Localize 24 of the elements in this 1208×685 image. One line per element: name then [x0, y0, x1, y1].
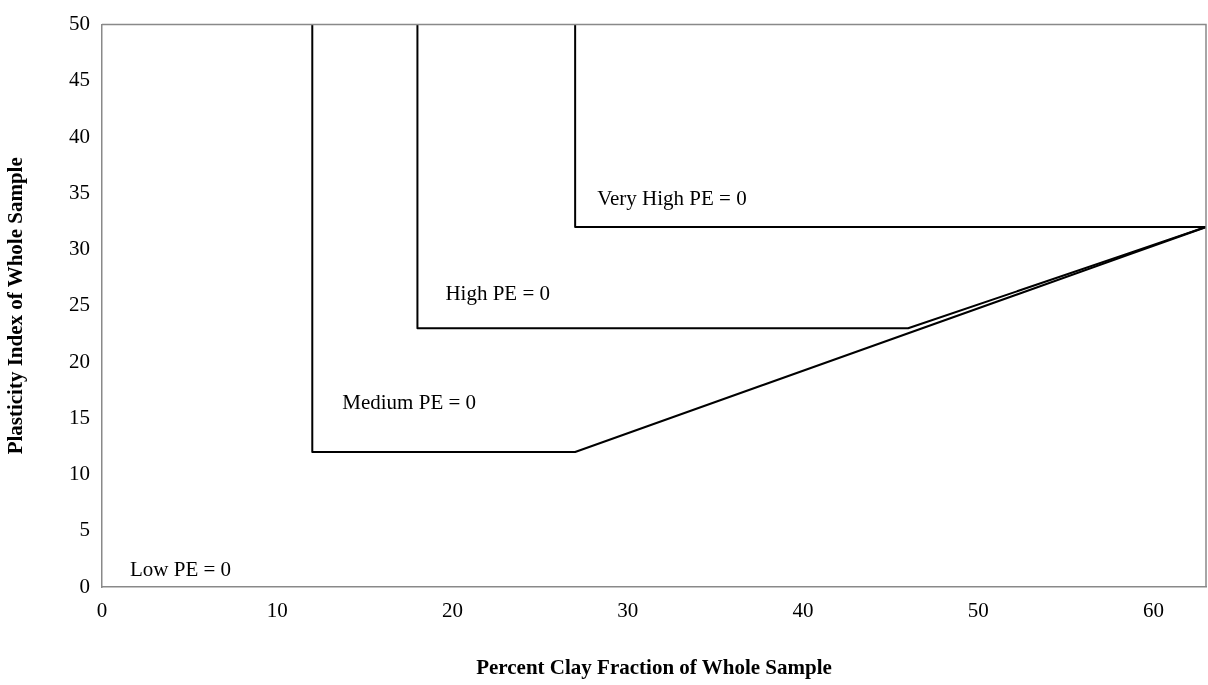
annotation: Very High PE = 0: [597, 185, 747, 210]
x-tick-label: 60: [1142, 598, 1164, 623]
x-axis-title: Percent Clay Fraction of Whole Sample: [476, 654, 832, 679]
y-tick-label: 15: [69, 404, 90, 429]
annotation: Low PE = 0: [130, 556, 232, 581]
y-tick-label: 40: [69, 123, 90, 148]
annotation: Medium PE = 0: [342, 389, 477, 414]
annotation: High PE = 0: [445, 280, 551, 305]
x-tick-label: 40: [792, 598, 814, 623]
y-tick-label: 50: [69, 11, 90, 36]
y-tick-label: 35: [69, 179, 90, 204]
y-tick-label: 30: [69, 236, 90, 261]
x-tick-label: 30: [617, 598, 639, 623]
y-tick-label: 45: [69, 67, 90, 92]
y-tick-label: 25: [69, 292, 90, 317]
y-tick-label: 5: [79, 517, 90, 542]
x-tick-label: 20: [441, 598, 463, 623]
y-tick-label: 0: [79, 573, 90, 598]
x-tick-label: 10: [266, 598, 288, 623]
y-tick-label: 20: [69, 348, 90, 373]
x-tick-label: 50: [967, 598, 989, 623]
x-tick-label: 0: [96, 598, 108, 623]
y-axis-title: Plasticity Index of Whole Sample: [3, 157, 28, 455]
y-tick-label: 10: [69, 461, 90, 486]
